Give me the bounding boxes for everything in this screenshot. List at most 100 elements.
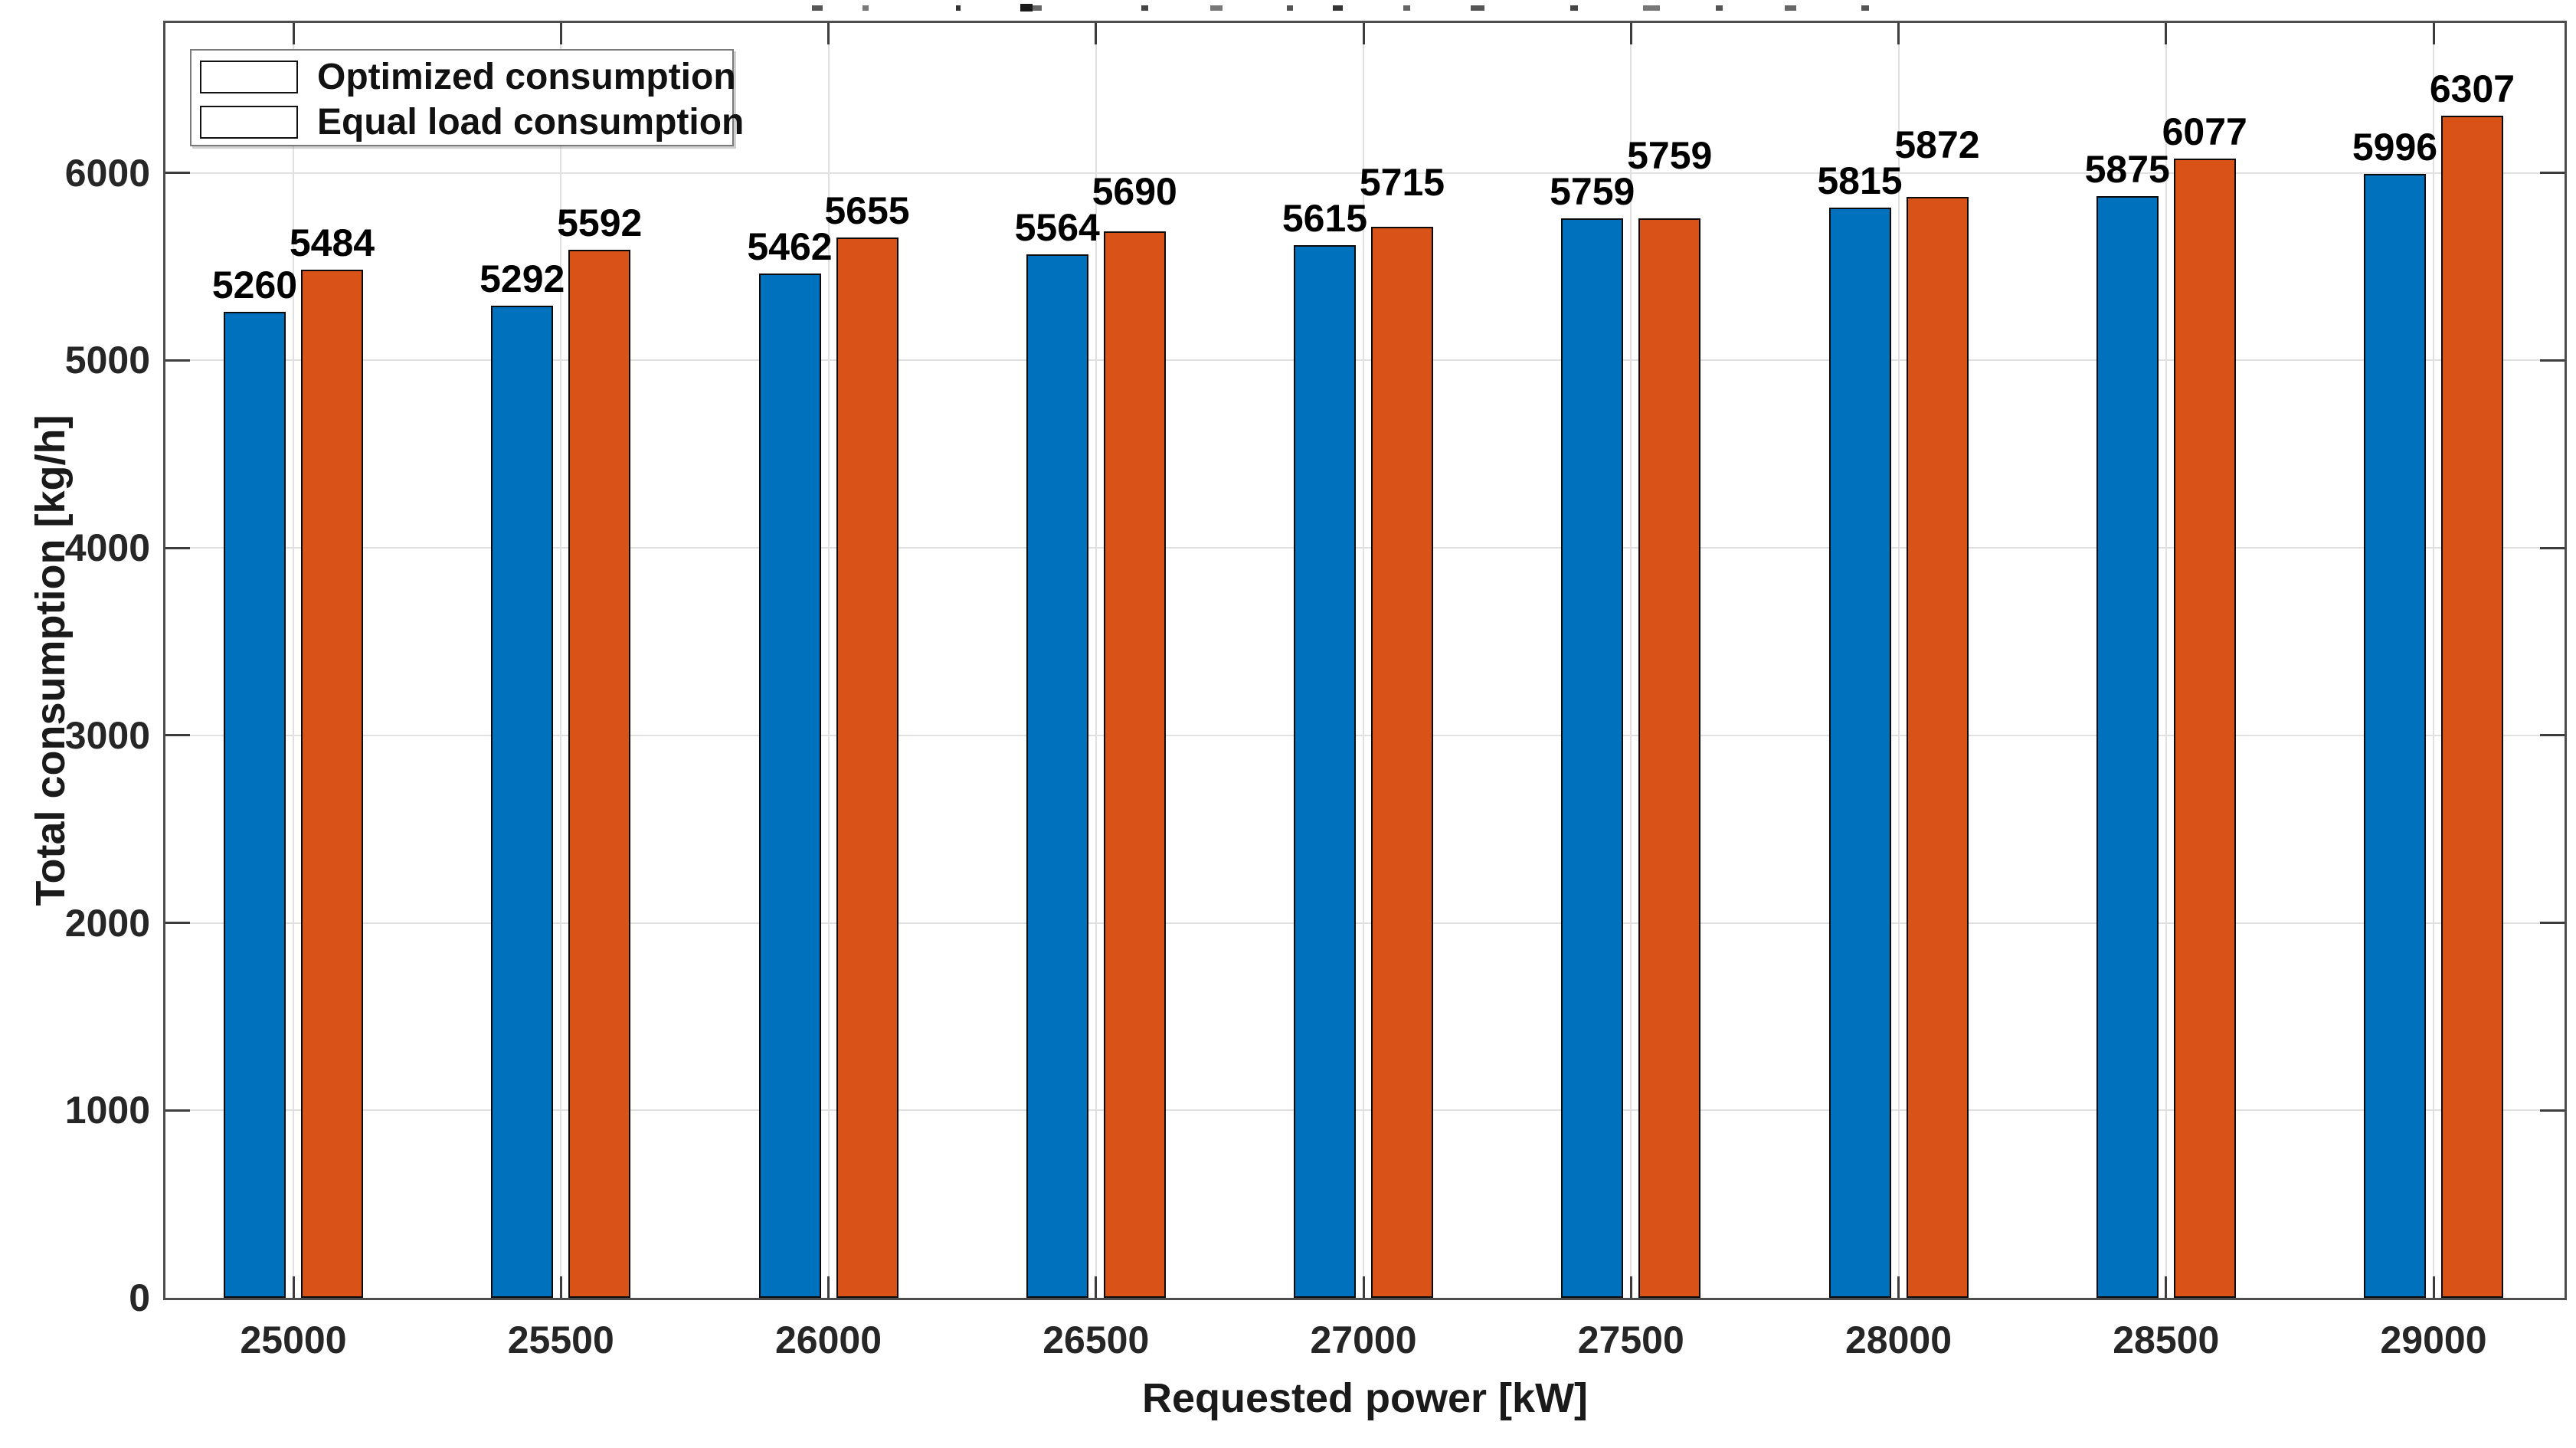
bar-equal-load-28000 [1906,197,1969,1298]
v-gridline [560,23,562,1298]
x-tick-mark [1629,1276,1632,1298]
title-glyph-remnant [1210,5,1223,11]
v-gridline [293,23,294,1298]
x-tick-mark [1629,23,1632,44]
bar-value-label: 5690 [1092,170,1177,214]
title-glyph-remnant [1643,5,1660,11]
bar-equal-load-27500 [1638,218,1701,1298]
bar-equal-load-27000 [1371,226,1433,1298]
bar-value-label: 6307 [2429,67,2515,110]
title-glyph-remnant [1570,5,1578,11]
y-tick-label: 0 [129,1276,150,1319]
x-tick-mark [1897,1276,1900,1298]
y-tick-label: 3000 [64,713,150,757]
x-tick-mark [827,23,830,44]
x-axis-label: Requested power [kW] [1141,1375,1589,1421]
bar-equal-load-29000 [2441,115,2503,1298]
bar-value-label: 5875 [2084,148,2170,192]
y-tick-mark [2540,172,2565,175]
x-tick-mark [1362,1276,1365,1298]
plot-area: 5260 5484 5292 5592 5462 5655 5564 5690 5615 5715… [163,21,2567,1300]
x-tick-mark [1095,23,1098,44]
bar-equal-load-26000 [836,238,898,1298]
bar-optimized-28500 [2096,196,2159,1298]
h-gridline [165,359,2565,362]
bar-optimized-26500 [1026,254,1088,1298]
legend-item-equal-load: Equal load consumption [191,102,744,143]
bar-value-label: 5715 [1359,160,1445,204]
h-gridline [165,172,2565,174]
y-tick-mark [165,1109,190,1112]
bar-optimized-27000 [1294,244,1356,1298]
y-tick-label: 1000 [64,1089,150,1132]
x-tick-label: 29000 [2380,1319,2487,1361]
x-tick-mark [827,1276,830,1298]
x-tick-mark [292,1276,295,1298]
bar-optimized-26000 [758,274,821,1298]
x-tick-mark [559,23,562,44]
bar-value-label: 5292 [480,257,565,301]
y-tick-mark [2540,546,2565,549]
title-glyph-remnant [1403,5,1410,11]
x-tick-label: 28500 [2113,1319,2220,1361]
x-tick-mark [2432,23,2435,44]
cropped-title-remnant [797,0,1900,14]
v-gridline [1897,23,1900,1298]
x-tick-mark [2432,1276,2435,1298]
legend-label-equal-load: Equal load consumption [317,101,745,143]
h-gridline [165,922,2565,924]
v-gridline [1095,23,1097,1298]
bar-equal-load-25500 [568,249,631,1298]
title-glyph-remnant [1333,5,1343,11]
legend-swatch-optimized [200,60,298,93]
y-tick-label: 6000 [64,151,150,195]
legend: Optimized consumption Equal load consump… [190,49,744,146]
y-tick-label: 4000 [64,526,150,570]
x-tick-label: 26000 [774,1319,882,1361]
bar-value-label: 5260 [211,263,298,306]
x-tick-label: 28000 [1844,1319,1952,1361]
h-gridline [165,547,2565,549]
bar-optimized-28000 [1828,208,1891,1298]
bar-value-label: 6077 [2162,110,2247,153]
title-glyph-remnant [812,5,823,11]
bar-optimized-25000 [224,311,286,1298]
legend-label-optimized: Optimized consumption [317,56,736,97]
bar-optimized-25500 [491,306,554,1298]
x-tick-mark [1897,23,1900,44]
x-tick-mark [1362,23,1365,44]
bar-optimized-27500 [1561,218,1624,1298]
y-tick-mark [2540,1109,2565,1112]
y-tick-mark [2540,922,2565,925]
legend-item-optimized: Optimized consumption [191,57,736,97]
v-gridline [2165,23,2167,1298]
x-tick-label: 27000 [1310,1319,1417,1361]
bar-value-label: 5996 [2352,125,2438,169]
bar-value-label: 5759 [1550,169,1635,213]
v-gridline [827,23,830,1298]
x-tick-label: 27500 [1577,1319,1684,1361]
x-tick-mark [1095,1276,1098,1298]
bar-equal-load-25000 [301,270,363,1298]
x-tick-mark [2165,1276,2168,1298]
v-gridline [2433,23,2434,1298]
bar-value-label: 5759 [1627,133,1713,177]
bar-value-label: 5615 [1281,196,1368,240]
bar-equal-load-26500 [1103,231,1166,1298]
y-tick-mark [2540,359,2565,362]
h-gridline [165,1109,2565,1112]
bar-optimized-29000 [2364,173,2426,1298]
title-glyph-remnant [1716,5,1723,11]
bar-value-label: 5564 [1014,206,1100,250]
title-glyph-remnant [956,5,961,11]
y-tick-mark [165,734,190,737]
v-gridline [1630,23,1632,1298]
title-glyph-remnant [1861,5,1869,11]
y-tick-mark [165,172,190,175]
x-tick-mark [559,1276,562,1298]
bar-value-label: 5484 [289,221,375,265]
y-tick-mark [165,546,190,549]
x-tick-label: 26500 [1043,1319,1150,1361]
bar-value-label: 5462 [747,225,833,269]
title-glyph-remnant [1785,5,1796,11]
